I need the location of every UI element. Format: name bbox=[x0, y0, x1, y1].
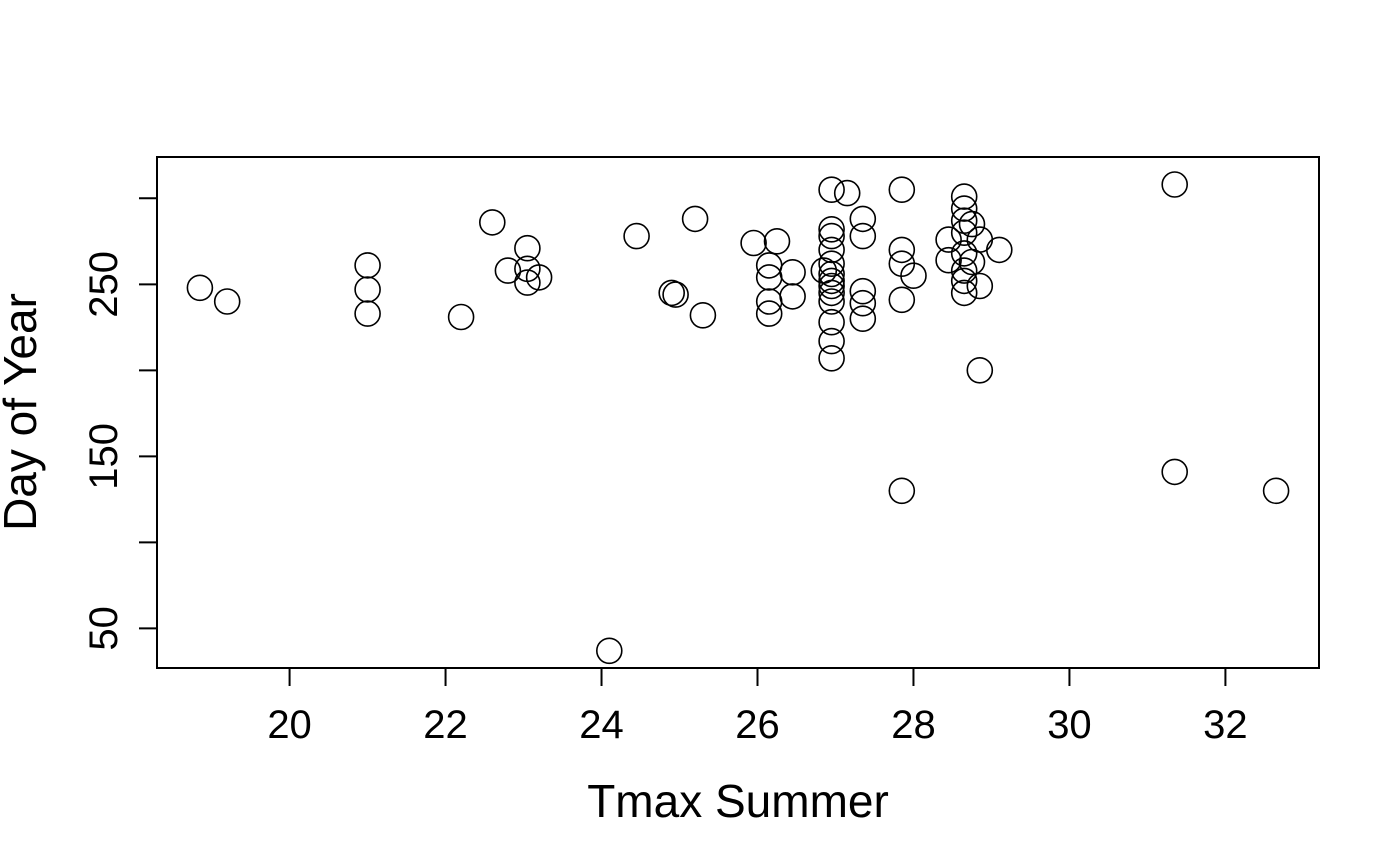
x-tick-label: 20 bbox=[267, 703, 312, 747]
data-point bbox=[186, 274, 214, 302]
data-point bbox=[818, 344, 845, 372]
data-point bbox=[595, 637, 623, 665]
x-tick-label: 30 bbox=[1047, 703, 1092, 747]
data-point bbox=[958, 210, 986, 238]
data-point bbox=[818, 250, 845, 278]
data-point bbox=[514, 269, 541, 296]
data-point bbox=[950, 219, 978, 246]
data-point bbox=[950, 240, 978, 267]
data-point bbox=[950, 195, 978, 222]
data-point bbox=[213, 288, 241, 315]
data-point bbox=[950, 279, 978, 307]
data-point bbox=[689, 301, 717, 329]
data-point bbox=[755, 300, 783, 327]
data-point bbox=[779, 283, 806, 310]
data-point bbox=[354, 300, 381, 327]
data-point bbox=[966, 226, 994, 253]
data-point bbox=[818, 216, 845, 243]
data-point bbox=[888, 236, 916, 264]
data-point bbox=[849, 289, 877, 317]
data-point bbox=[818, 176, 845, 203]
data-point bbox=[478, 209, 506, 236]
data-point bbox=[1161, 171, 1188, 198]
data-point bbox=[681, 205, 709, 233]
points-layer bbox=[186, 171, 1290, 665]
data-point bbox=[514, 234, 541, 262]
x-axis: 20 22 24 26 28 30 32 bbox=[267, 667, 1248, 747]
data-point bbox=[623, 222, 650, 250]
data-point bbox=[888, 286, 916, 314]
data-point bbox=[740, 229, 767, 257]
data-point bbox=[849, 205, 877, 233]
x-tick-label: 26 bbox=[735, 703, 780, 747]
data-point bbox=[1161, 458, 1188, 486]
data-point bbox=[950, 267, 978, 295]
data-point bbox=[935, 226, 962, 253]
data-point bbox=[950, 183, 978, 210]
data-point bbox=[818, 288, 845, 315]
data-point bbox=[818, 272, 845, 300]
y-tick-label: 150 bbox=[82, 423, 126, 490]
data-point bbox=[849, 277, 877, 305]
data-point bbox=[763, 228, 791, 255]
data-point bbox=[900, 262, 927, 290]
data-point bbox=[818, 327, 845, 355]
data-point bbox=[447, 303, 475, 331]
data-point bbox=[849, 305, 877, 333]
y-axis-title: Day of Year bbox=[0, 293, 46, 531]
data-point bbox=[985, 236, 1013, 264]
data-point bbox=[966, 272, 994, 300]
data-point bbox=[1262, 477, 1290, 505]
data-point bbox=[354, 276, 381, 303]
data-point bbox=[779, 258, 806, 286]
data-point bbox=[888, 176, 916, 203]
x-tick-label: 32 bbox=[1203, 703, 1248, 747]
data-point bbox=[354, 252, 381, 279]
x-tick-label: 28 bbox=[891, 703, 936, 747]
data-point bbox=[818, 308, 845, 336]
data-point bbox=[662, 281, 689, 308]
data-point bbox=[494, 257, 522, 284]
y-tick-label: 50 bbox=[82, 606, 126, 651]
data-point bbox=[818, 222, 845, 250]
data-point bbox=[818, 236, 845, 264]
data-point bbox=[818, 279, 845, 307]
data-point bbox=[818, 260, 845, 288]
data-point bbox=[818, 267, 845, 295]
y-tick-label: 250 bbox=[82, 251, 126, 318]
plot-frame bbox=[156, 156, 1320, 669]
data-point bbox=[966, 356, 994, 384]
y-axis: 50 150 250 bbox=[82, 197, 158, 651]
x-tick-label: 22 bbox=[423, 703, 468, 747]
data-point bbox=[950, 257, 978, 284]
data-point bbox=[658, 279, 686, 307]
x-axis-title: Tmax Summer bbox=[587, 775, 889, 827]
data-point bbox=[849, 222, 877, 250]
data-point bbox=[525, 264, 553, 291]
x-tick-label: 24 bbox=[579, 703, 624, 747]
data-point bbox=[888, 477, 916, 505]
data-point bbox=[833, 179, 861, 207]
data-point bbox=[935, 246, 962, 274]
